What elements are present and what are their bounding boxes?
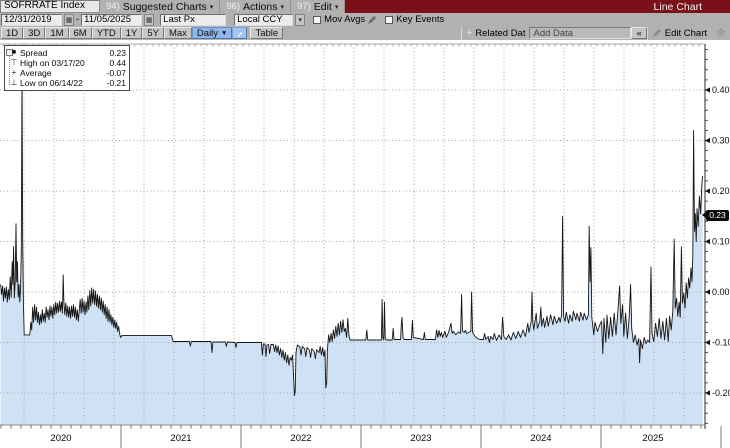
range-button-6m[interactable]: 6M — [68, 27, 92, 39]
range-button-5y[interactable]: 5Y — [142, 27, 164, 39]
key-events-label: Key Events — [396, 14, 445, 25]
range-button-ytd[interactable]: YTD — [91, 27, 121, 39]
legend-tree-line — [9, 55, 10, 85]
svg-text:0.20: 0.20 — [712, 186, 730, 196]
menu-shortcut: 94) — [106, 1, 120, 12]
calendar-icon[interactable]: ▦ — [144, 13, 155, 26]
low-marker-icon: ⊥ — [10, 78, 18, 87]
range-button-1m[interactable]: 1M — [45, 27, 69, 39]
period-select[interactable]: Daily ▼ — [191, 27, 233, 39]
currency-select[interactable]: Local CCY — [234, 13, 294, 26]
spread-value: 0.23 — [109, 48, 126, 58]
add-data-input[interactable]: Add Data — [529, 27, 632, 39]
average-marker-icon: + — [11, 68, 17, 77]
currency-dropdown-icon[interactable]: ▾ — [295, 13, 306, 26]
high-marker-icon: ⊤ — [10, 58, 18, 67]
legend-row-spread: ■ Spread 0.23 — [8, 48, 126, 58]
menu-actions[interactable]: 96) Actions ▾ — [220, 0, 291, 13]
dropdown-arrow-icon: ▼ — [221, 29, 228, 37]
price-field-select[interactable]: Last Px — [160, 13, 227, 26]
svg-text:0.30: 0.30 — [712, 136, 730, 146]
menu-shortcut: 96) — [226, 1, 241, 12]
date-from-input[interactable]: 12/31/2019 — [1, 13, 62, 26]
view-title-area: Line Chart — [345, 0, 730, 13]
svg-text:0.10: 0.10 — [712, 237, 730, 247]
range-button-1y[interactable]: 1Y — [120, 27, 143, 39]
chart-style-button[interactable] — [232, 27, 248, 39]
legend-row-high: ⊤ High on 03/17/20 0.44 — [8, 58, 126, 68]
last-price-badge: 0.23 — [702, 210, 729, 222]
gear-icon[interactable]: ⚙ — [716, 27, 725, 39]
view-title: Line Chart — [653, 0, 702, 13]
range-button-3d[interactable]: 3D — [23, 27, 46, 39]
line-chart-icon — [238, 31, 243, 37]
pencil-icon — [652, 29, 661, 37]
settings-bar: 12/31/2019 ▦ - 11/05/2025 ▦ Last Px Loca… — [0, 13, 730, 26]
svg-text:0.00: 0.00 — [712, 287, 730, 297]
edit-chart-button[interactable]: Edit Chart — [646, 26, 711, 40]
key-events-checkbox[interactable] — [385, 15, 394, 24]
low-value: -0.21 — [106, 78, 126, 88]
plus-icon: + — [466, 27, 473, 39]
svg-text:2025: 2025 — [642, 433, 663, 444]
chevron-down-icon: ▾ — [280, 3, 284, 11]
svg-text:-0.20: -0.20 — [712, 388, 730, 398]
menu-shortcut: 97) — [297, 1, 311, 12]
related-data-button[interactable]: + Related Dat — [461, 26, 529, 40]
chevron-down-icon: ▾ — [334, 3, 339, 11]
chevron-down-icon: ▾ — [209, 3, 214, 11]
date-to-input[interactable]: 11/05/2025 — [81, 13, 143, 26]
menu-bar: 94) Suggested Charts ▾ 96) Actions ▾ 97)… — [100, 0, 346, 13]
spread-marker-icon: ■ — [11, 49, 17, 56]
ticker-input[interactable]: SOFRRATE Index — [0, 0, 100, 13]
collapse-panel-button[interactable]: « — [631, 27, 647, 39]
range-button-max[interactable]: Max — [163, 27, 192, 39]
date-range-separator: - — [76, 14, 80, 25]
range-button-1d[interactable]: 1D — [1, 27, 24, 39]
svg-text:2020: 2020 — [50, 433, 71, 444]
svg-text:2022: 2022 — [290, 433, 311, 444]
menu-suggested-charts[interactable]: 94) Suggested Charts ▾ — [100, 0, 221, 13]
spread-line-chart[interactable]: 2020 2021 2022 2023 2024 2025 0.40 0.30 0.20 0.10… — [0, 40, 730, 448]
mov-avgs-label: Mov Avgs — [324, 14, 366, 25]
calendar-icon[interactable]: ▦ — [64, 13, 74, 26]
range-toolbar: 1D 3D 1M 6M YTD 1Y 5Y Max Daily ▼ Table … — [0, 26, 730, 40]
svg-text:0.40: 0.40 — [712, 85, 730, 95]
legend-row-low: ⊥ Low on 06/14/22 -0.21 — [8, 78, 126, 88]
pencil-icon[interactable] — [367, 15, 377, 25]
svg-text:2024: 2024 — [530, 433, 551, 444]
svg-text:-0.10: -0.10 — [712, 338, 730, 348]
svg-text:2023: 2023 — [410, 433, 431, 444]
chart-legend[interactable]: ■ Spread 0.23 ⊤ High on 03/17/20 0.44 + … — [4, 45, 130, 91]
svg-text:2021: 2021 — [170, 433, 191, 444]
average-value: -0.07 — [106, 68, 126, 78]
high-value: 0.44 — [109, 58, 126, 68]
menu-edit[interactable]: 97) Edit ▾ — [291, 0, 346, 13]
title-bar: SOFRRATE Index 94) Suggested Charts ▾ 96… — [0, 0, 730, 13]
mov-avgs-checkbox[interactable] — [313, 15, 322, 24]
table-button[interactable]: Table — [250, 27, 284, 39]
legend-row-average: + Average -0.07 — [8, 68, 126, 78]
chart-area: 2020 2021 2022 2023 2024 2025 0.40 0.30 0.20 0.10… — [0, 40, 730, 448]
